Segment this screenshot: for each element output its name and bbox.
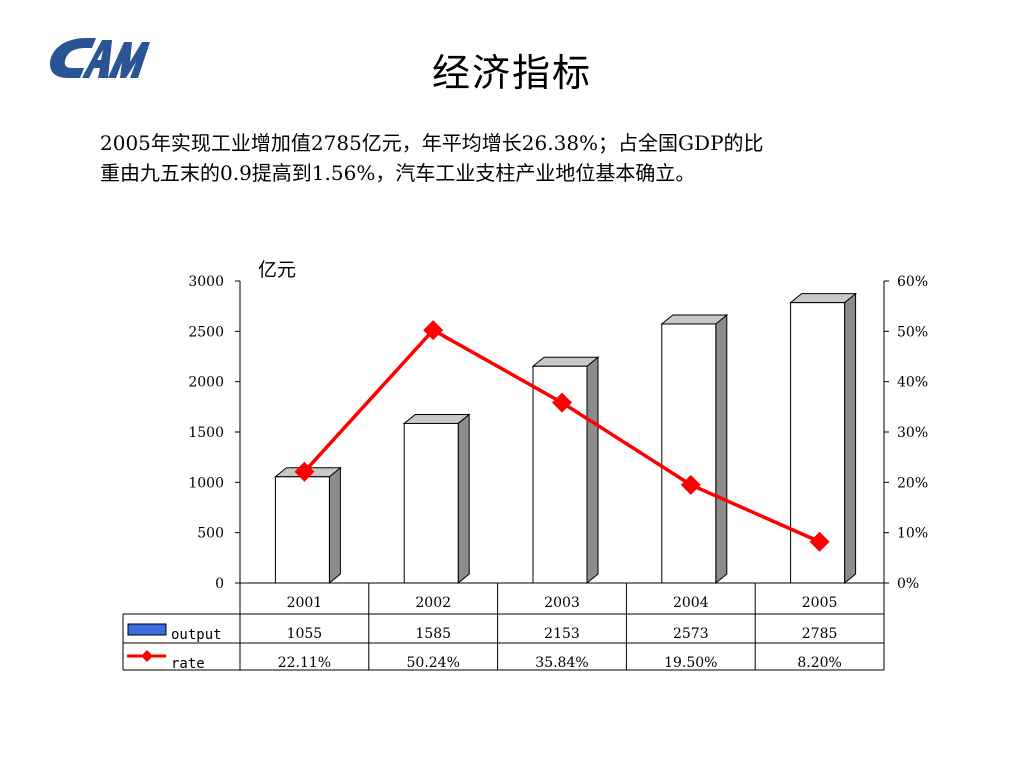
table-cell-rate: 19.50%: [664, 655, 717, 671]
legend-output-swatch: [127, 623, 167, 636]
x-category-label: 2004: [673, 595, 709, 611]
description-line-2: 重由九五末的0.9提高到1.56%，汽车工业支柱产业地位基本确立。: [100, 161, 696, 185]
table-cell-output: 2785: [802, 626, 838, 642]
bar-side: [715, 313, 728, 585]
rate-marker-2005: [809, 531, 830, 552]
bar-2001: [273, 466, 342, 585]
table-cell-rate: 22.11%: [278, 655, 331, 671]
table-cell-rate: 50.24%: [407, 655, 460, 671]
rate-line-layer: [294, 320, 830, 552]
bar-2004: [660, 313, 729, 585]
legend-rate-label: rate: [171, 656, 205, 672]
rate-marker-2004: [680, 474, 701, 495]
x-category-label: 2001: [287, 595, 323, 611]
y-tick-label: 2000: [188, 375, 224, 391]
rate-marker-2001: [294, 461, 315, 482]
page-title: 经济指标: [431, 51, 592, 95]
x-category-label: 2002: [415, 595, 451, 611]
bar-2002: [402, 413, 471, 585]
logo-m-shape: [108, 42, 150, 78]
logo-c-shape: [50, 38, 96, 78]
rate-marker-2002: [423, 320, 444, 341]
bar-top: [660, 314, 729, 325]
rate-marker-2003: [552, 392, 572, 413]
y2-tick-label: 0%: [897, 576, 919, 592]
x-category-label: 2005: [802, 595, 838, 611]
bar-top: [531, 356, 600, 367]
y2-tick-label: 30%: [897, 425, 928, 441]
y-tick-label: 1000: [188, 475, 224, 491]
bars-layer: [273, 292, 858, 585]
bar-side: [457, 413, 470, 585]
bar-face: [661, 323, 717, 584]
bar-face: [274, 476, 330, 584]
bar-side: [586, 356, 599, 585]
table-cell-output: 1585: [415, 626, 451, 642]
description-text: 2005年实现工业增加值2785亿元，年平均增长26.38%；占全国GDP的比 …: [100, 128, 920, 188]
table-cell-rate: 8.20%: [797, 655, 841, 671]
bar-face: [403, 422, 459, 584]
table-cell-output: 2573: [673, 626, 709, 642]
description-line-1: 2005年实现工业增加值2785亿元，年平均增长26.38%；占全国GDP的比: [100, 131, 764, 155]
table-cell-output: 1055: [287, 626, 323, 642]
legend-rate-marker: [141, 650, 153, 662]
logo-a-shape: [82, 40, 112, 78]
cam-logo: [50, 38, 150, 78]
y-tick-label: 2500: [188, 324, 224, 340]
legend-output-label: output: [171, 627, 222, 643]
bar-top: [789, 293, 858, 304]
bar-side: [328, 466, 341, 585]
y-tick-label: 500: [197, 526, 224, 542]
y2-tick-label: 60%: [897, 274, 928, 290]
bar-top: [402, 413, 471, 424]
bar-side: [844, 292, 857, 585]
y2-tick-label: 10%: [897, 526, 928, 542]
y-axis-unit-label: 亿元: [258, 259, 296, 281]
axes-layer: 3000 2500 2000 1500 1000 500 0 60% 50% 40% 30% 20% 1…: [188, 274, 928, 592]
y2-tick-label: 40%: [897, 375, 928, 391]
table-cell-output: 2153: [544, 626, 580, 642]
data-table: 2001 2002 2003 2004 2005 1055 1585 2153 2573 2785…: [122, 582, 885, 672]
x-category-label: 2003: [544, 595, 580, 611]
y2-tick-label: 20%: [897, 475, 928, 491]
y-tick-label: 0: [215, 576, 224, 592]
y2-tick-label: 50%: [897, 324, 928, 340]
table-cell-rate: 35.84%: [535, 655, 588, 671]
y-tick-label: 1500: [188, 425, 224, 441]
y-tick-label: 3000: [188, 274, 224, 290]
